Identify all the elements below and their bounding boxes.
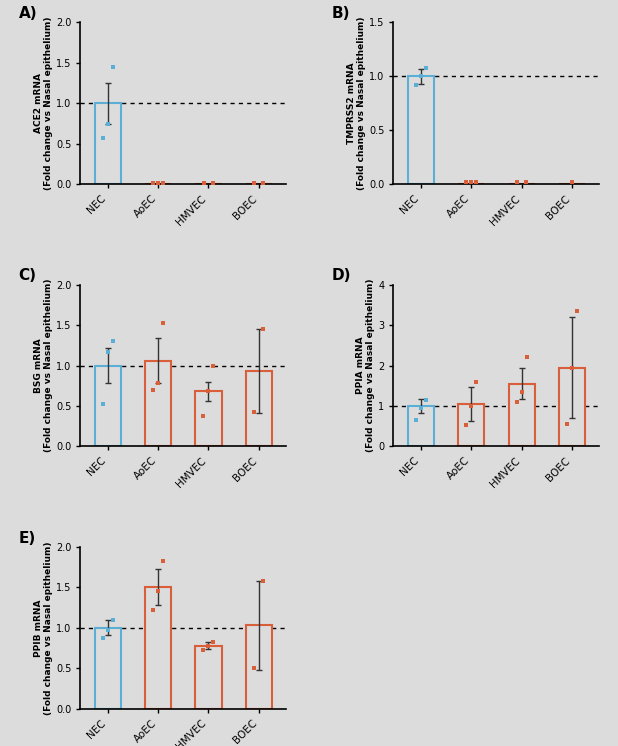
Point: [153, 177, 163, 189]
Point: [512, 176, 522, 188]
Point: [158, 316, 168, 328]
Point: [203, 386, 213, 398]
Text: E): E): [19, 530, 36, 545]
Point: [199, 177, 209, 189]
Text: C): C): [19, 269, 36, 283]
Y-axis label: PPIB mRNA
(Fold change vs Nasal epithelium): PPIB mRNA (Fold change vs Nasal epitheli…: [34, 541, 53, 715]
Point: [421, 394, 431, 406]
Point: [512, 396, 522, 408]
Point: [472, 376, 481, 388]
Y-axis label: ACE2 mRNA
(Fold change vs Nasal epithelium): ACE2 mRNA (Fold change vs Nasal epitheli…: [34, 16, 53, 190]
Point: [411, 79, 421, 91]
Point: [108, 614, 118, 626]
Point: [203, 639, 213, 651]
Point: [421, 62, 431, 74]
Bar: [195, 392, 221, 446]
Bar: [195, 645, 221, 709]
Point: [411, 414, 421, 426]
Point: [567, 176, 577, 188]
Point: [108, 335, 118, 347]
Point: [158, 177, 168, 189]
Point: [148, 604, 158, 616]
Bar: [408, 76, 434, 184]
Text: D): D): [332, 269, 351, 283]
Point: [148, 177, 158, 189]
Bar: [245, 372, 272, 446]
Y-axis label: BSG mRNA
(Fold change vs Nasal epithelium): BSG mRNA (Fold change vs Nasal epitheliu…: [34, 279, 53, 452]
Bar: [459, 404, 485, 446]
Point: [521, 176, 531, 188]
Y-axis label: TMPRSS2 mRNA
(Fold change vs Nasal epithelium): TMPRSS2 mRNA (Fold change vs Nasal epith…: [347, 16, 366, 190]
Bar: [509, 383, 535, 446]
Point: [472, 176, 481, 188]
Bar: [145, 360, 171, 446]
Point: [153, 377, 163, 389]
Point: [148, 384, 158, 396]
Y-axis label: PPIA mRNA
(Fold change vs Nasal epithelium): PPIA mRNA (Fold change vs Nasal epitheli…: [356, 279, 375, 452]
Bar: [95, 366, 121, 446]
Point: [522, 351, 531, 363]
Point: [416, 70, 426, 82]
Point: [103, 346, 113, 358]
Bar: [559, 368, 585, 446]
Point: [98, 398, 108, 410]
Point: [258, 323, 268, 335]
Point: [103, 624, 113, 636]
Text: A): A): [19, 6, 37, 21]
Point: [462, 419, 472, 431]
Point: [249, 177, 259, 189]
Point: [258, 575, 268, 587]
Point: [572, 305, 582, 317]
Point: [462, 176, 472, 188]
Point: [567, 362, 577, 374]
Bar: [408, 406, 434, 446]
Point: [98, 633, 108, 645]
Point: [249, 406, 259, 418]
Bar: [245, 625, 272, 709]
Point: [208, 177, 218, 189]
Point: [467, 176, 476, 188]
Point: [158, 556, 168, 568]
Bar: [95, 103, 121, 184]
Point: [108, 61, 118, 73]
Point: [249, 662, 259, 674]
Point: [258, 177, 268, 189]
Point: [562, 419, 572, 430]
Point: [103, 118, 113, 130]
Point: [416, 402, 426, 414]
Point: [208, 636, 218, 648]
Point: [208, 360, 218, 372]
Point: [517, 386, 527, 398]
Point: [198, 645, 208, 656]
Bar: [95, 628, 121, 709]
Point: [98, 132, 108, 144]
Point: [467, 400, 476, 412]
Text: B): B): [332, 6, 350, 21]
Point: [153, 586, 163, 598]
Point: [198, 410, 208, 421]
Bar: [145, 587, 171, 709]
